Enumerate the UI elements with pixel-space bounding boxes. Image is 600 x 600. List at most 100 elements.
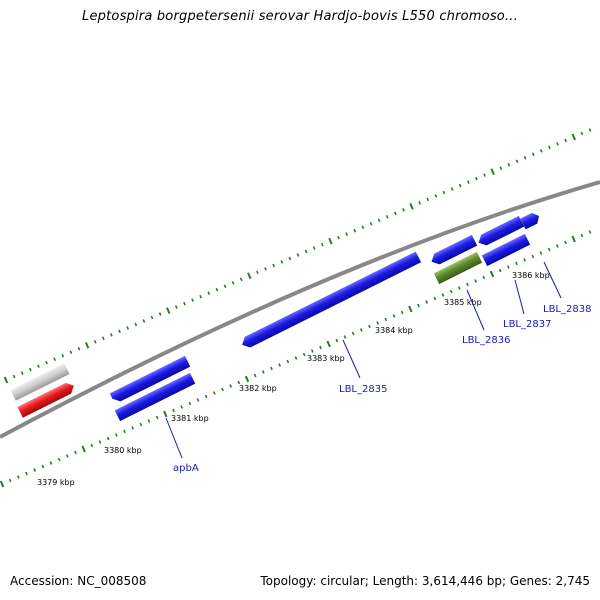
kbp-label-3380: 3380 kbp xyxy=(104,446,142,455)
inner-ring-tick xyxy=(343,335,347,339)
outer-ring-tick xyxy=(377,218,381,223)
inner-ring-tick xyxy=(449,289,453,294)
outer-ring-tick xyxy=(118,329,121,334)
outer-ring-tick xyxy=(434,194,438,198)
outer-ring-tick xyxy=(199,294,203,299)
inner-ring-tick xyxy=(531,254,535,259)
gene-label-lbl-2837[interactable]: LBL_2837 xyxy=(503,319,551,330)
outer-ring-tick xyxy=(320,242,324,247)
inner-ring-tick xyxy=(482,275,486,280)
gene-lbl-2835[interactable] xyxy=(239,251,422,351)
outer-ring-tick xyxy=(402,208,405,212)
outer-ring-tick xyxy=(556,142,559,146)
outer-ring-tick xyxy=(37,364,40,368)
outer-ring-tick xyxy=(239,277,243,282)
outer-ring-tick xyxy=(12,374,16,379)
outer-ring-tick xyxy=(393,211,397,216)
outer-ring-tick xyxy=(264,267,267,271)
gene-gray[interactable] xyxy=(10,363,70,401)
inner-ring-tick xyxy=(65,454,69,458)
inner-ring-tick xyxy=(580,233,584,238)
inner-ring-tick xyxy=(25,471,28,476)
inner-ring-tick xyxy=(571,235,576,243)
outer-ring-tick xyxy=(84,341,90,349)
gene-leader-lines xyxy=(165,261,562,459)
gene-lbl-2838[interactable] xyxy=(520,211,541,230)
inner-ring-tick xyxy=(16,475,20,479)
inner-ring-tick xyxy=(49,461,53,465)
inner-ring-tick xyxy=(41,464,45,469)
kbp-label-3379: 3379 kbp xyxy=(37,478,75,487)
outer-ring-tick xyxy=(385,215,389,219)
outer-ring-tick xyxy=(215,287,219,292)
gene-lbl-2837-upper[interactable] xyxy=(476,215,525,248)
inner-ring-tick xyxy=(457,286,461,290)
outer-ring-tick xyxy=(223,284,227,289)
outer-ring-tick xyxy=(53,357,57,361)
outer-ring-tick xyxy=(191,298,194,302)
inner-ring-tick xyxy=(221,387,224,392)
gene-label-lbl-2838[interactable]: LBL_2838 xyxy=(543,304,591,315)
outer-ring-tick xyxy=(110,333,113,337)
outer-ring-tick xyxy=(231,280,235,285)
outer-ring-tick xyxy=(288,256,292,261)
inner-ring-tick xyxy=(253,373,257,378)
outer-ring-tick xyxy=(77,346,81,351)
inner-ring-tick xyxy=(539,251,543,255)
outer-ring-tick xyxy=(28,367,32,372)
outer-ring-tick xyxy=(345,232,349,236)
inner-ring-tick xyxy=(400,310,404,315)
inner-tick-ring xyxy=(0,230,592,488)
gene-label-lbl-2836[interactable]: LBL_2836 xyxy=(462,335,510,346)
outer-ring-tick xyxy=(296,253,300,257)
gene-lbl-2837[interactable] xyxy=(481,233,531,267)
gene-lbl-2836[interactable] xyxy=(433,251,483,285)
inner-ring-tick xyxy=(294,356,298,360)
inner-ring-tick xyxy=(433,296,437,301)
inner-ring-tick xyxy=(474,279,478,283)
gene-label-lbl-2835[interactable]: LBL_2835 xyxy=(339,384,387,395)
inner-ring-tick xyxy=(547,247,551,252)
gene-labels: apbA LBL_2835 LBL_2836 LBL_2837 LBL_2838 xyxy=(173,304,591,474)
gene-label-apba[interactable]: apbA xyxy=(173,463,199,474)
gene-lbl-2836-upper[interactable] xyxy=(429,234,478,267)
inner-ring-tick xyxy=(131,426,135,430)
outer-ring-tick xyxy=(158,312,162,316)
outer-ring-tick xyxy=(174,305,178,309)
outer-ring-tick xyxy=(45,360,48,365)
gene-apba-upper[interactable] xyxy=(109,355,191,404)
inner-ring-tick xyxy=(81,445,86,453)
outer-ring-tick xyxy=(580,131,584,136)
inner-ring-tick xyxy=(319,345,322,350)
inner-ring-tick xyxy=(90,443,94,448)
inner-ring-tick xyxy=(441,293,445,297)
inner-ring-tick xyxy=(302,352,306,357)
outer-ring-tick xyxy=(588,128,592,132)
outer-ring-tick xyxy=(101,336,105,341)
outer-ring-tick xyxy=(353,228,357,233)
outer-ring-tick xyxy=(507,162,511,167)
outer-ring-tick xyxy=(93,340,97,344)
outer-ring-tick xyxy=(134,322,138,327)
inner-ring-tick xyxy=(139,422,143,427)
inner-ring-tick xyxy=(0,480,5,488)
inner-ring-tick xyxy=(98,440,102,444)
outer-ring-tick xyxy=(475,176,478,181)
outer-ring-tick xyxy=(442,190,446,195)
outer-ring-tick xyxy=(548,145,551,150)
outer-ring-tick xyxy=(564,138,568,143)
outer-ring-tick xyxy=(280,260,284,264)
inner-ring-tick xyxy=(498,268,502,273)
kbp-label-3385: 3385 kbp xyxy=(444,298,482,307)
outer-ring-tick xyxy=(523,155,527,160)
inner-ring-tick xyxy=(237,380,241,385)
kbp-label-3381: 3381 kbp xyxy=(171,414,209,423)
outer-ring-tick xyxy=(369,221,373,226)
outer-ring-tick xyxy=(499,166,503,170)
outer-ring-tick xyxy=(515,159,519,164)
gene-red[interactable] xyxy=(17,380,76,418)
inner-ring-tick xyxy=(489,270,495,278)
outer-ring-tick xyxy=(3,376,9,384)
gene-apba[interactable] xyxy=(114,372,196,422)
inner-ring-tick xyxy=(417,303,420,308)
